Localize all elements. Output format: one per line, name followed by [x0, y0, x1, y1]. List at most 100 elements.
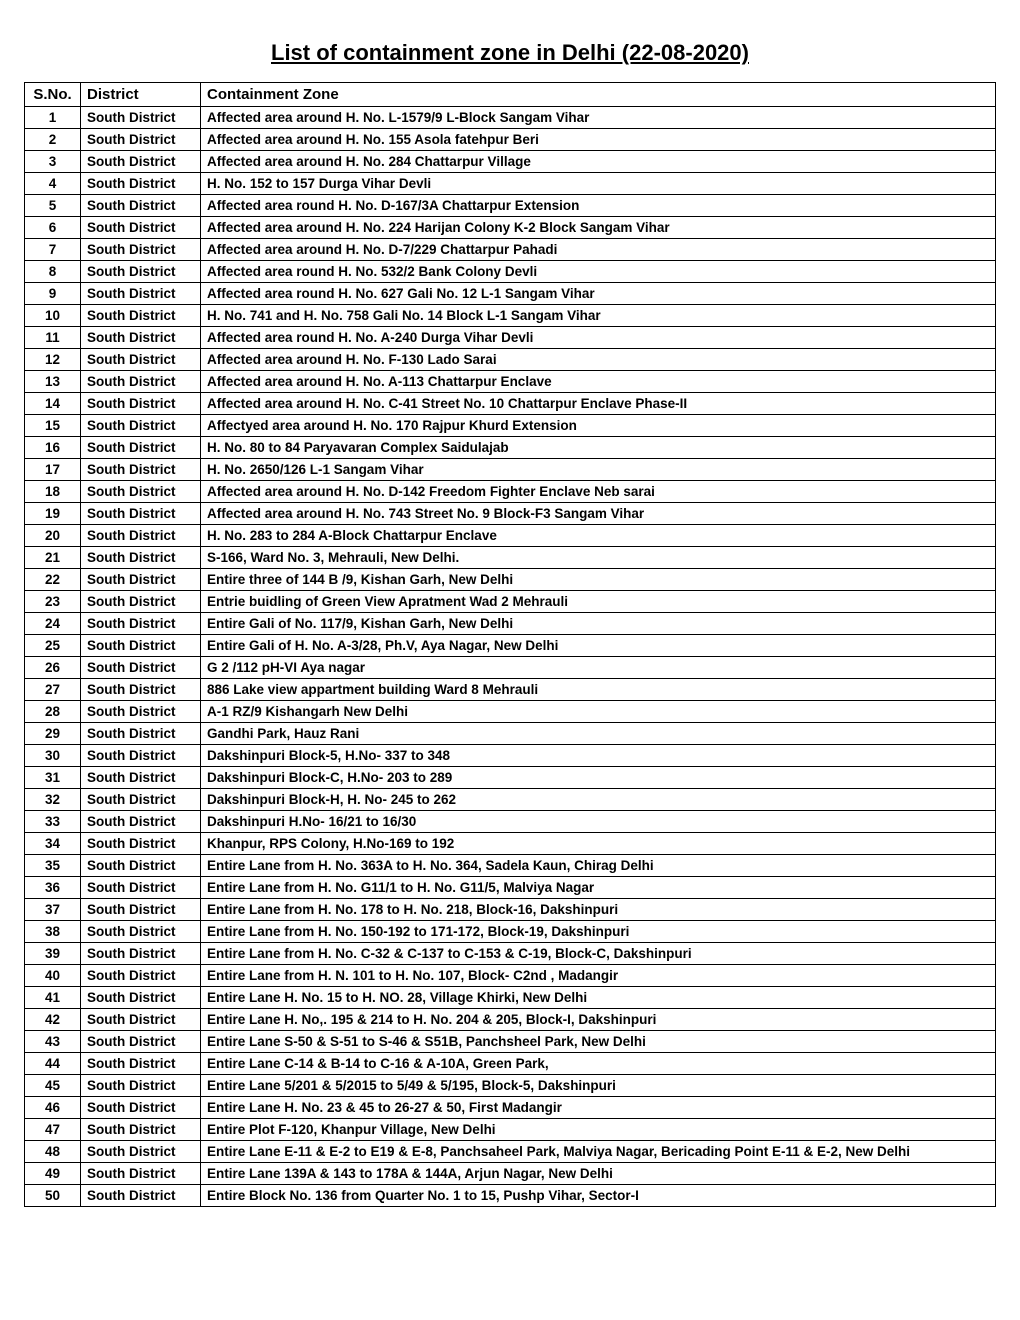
cell-sno: 6 [25, 217, 81, 239]
cell-zone: Entire Lane 139A & 143 to 178A & 144A, A… [201, 1163, 996, 1185]
cell-sno: 12 [25, 349, 81, 371]
table-row: 22South DistrictEntire three of 144 B /9… [25, 569, 996, 591]
cell-sno: 5 [25, 195, 81, 217]
table-row: 21South DistrictS-166, Ward No. 3, Mehra… [25, 547, 996, 569]
cell-sno: 36 [25, 877, 81, 899]
cell-zone: Dakshinpuri Block-H, H. No- 245 to 262 [201, 789, 996, 811]
cell-sno: 40 [25, 965, 81, 987]
cell-zone: Entire Lane from H. No. 363A to H. No. 3… [201, 855, 996, 877]
table-row: 50South DistrictEntire Block No. 136 fro… [25, 1185, 996, 1207]
cell-zone: Affected area around H. No. C-41 Street … [201, 393, 996, 415]
cell-zone: Entire Lane H. No. 23 & 45 to 26-27 & 50… [201, 1097, 996, 1119]
cell-district: South District [81, 1163, 201, 1185]
cell-district: South District [81, 415, 201, 437]
cell-zone: Affected area round H. No. A-240 Durga V… [201, 327, 996, 349]
table-row: 38South DistrictEntire Lane from H. No. … [25, 921, 996, 943]
cell-zone: Affected area round H. No. D-167/3A Chat… [201, 195, 996, 217]
table-row: 6South DistrictAffected area around H. N… [25, 217, 996, 239]
cell-sno: 8 [25, 261, 81, 283]
header-zone: Containment Zone [201, 83, 996, 107]
table-row: 1South DistrictAffected area around H. N… [25, 107, 996, 129]
table-row: 14South DistrictAffected area around H. … [25, 393, 996, 415]
table-row: 18South DistrictAffected area around H. … [25, 481, 996, 503]
cell-district: South District [81, 327, 201, 349]
cell-district: South District [81, 239, 201, 261]
cell-zone: Entire Lane from H. No. 150-192 to 171-1… [201, 921, 996, 943]
table-row: 2South DistrictAffected area around H. N… [25, 129, 996, 151]
cell-sno: 20 [25, 525, 81, 547]
cell-zone: Entrie buidling of Green View Apratment … [201, 591, 996, 613]
table-row: 24South DistrictEntire Gali of No. 117/9… [25, 613, 996, 635]
table-row: 42South DistrictEntire Lane H. No,. 195 … [25, 1009, 996, 1031]
cell-district: South District [81, 1141, 201, 1163]
cell-zone: A-1 RZ/9 Kishangarh New Delhi [201, 701, 996, 723]
cell-district: South District [81, 723, 201, 745]
table-row: 30South DistrictDakshinpuri Block-5, H.N… [25, 745, 996, 767]
cell-sno: 42 [25, 1009, 81, 1031]
cell-zone: Entire Lane 5/201 & 5/2015 to 5/49 & 5/1… [201, 1075, 996, 1097]
cell-sno: 21 [25, 547, 81, 569]
table-row: 10South DistrictH. No. 741 and H. No. 75… [25, 305, 996, 327]
cell-sno: 23 [25, 591, 81, 613]
cell-sno: 1 [25, 107, 81, 129]
cell-district: South District [81, 855, 201, 877]
cell-sno: 31 [25, 767, 81, 789]
cell-zone: Affectyed area around H. No. 170 Rajpur … [201, 415, 996, 437]
cell-district: South District [81, 1075, 201, 1097]
table-row: 41South DistrictEntire Lane H. No. 15 to… [25, 987, 996, 1009]
cell-zone: G 2 /112 pH-VI Aya nagar [201, 657, 996, 679]
cell-zone: Affected area round H. No. 532/2 Bank Co… [201, 261, 996, 283]
cell-district: South District [81, 833, 201, 855]
table-row: 25South DistrictEntire Gali of H. No. A-… [25, 635, 996, 657]
table-row: 4South DistrictH. No. 152 to 157 Durga V… [25, 173, 996, 195]
cell-zone: Affected area around H. No. L-1579/9 L-B… [201, 107, 996, 129]
cell-sno: 25 [25, 635, 81, 657]
cell-district: South District [81, 129, 201, 151]
table-row: 27South District886 Lake view appartment… [25, 679, 996, 701]
cell-district: South District [81, 921, 201, 943]
table-header-row: S.No. District Containment Zone [25, 83, 996, 107]
cell-district: South District [81, 679, 201, 701]
table-row: 33South DistrictDakshinpuri H.No- 16/21 … [25, 811, 996, 833]
cell-zone: H. No. 741 and H. No. 758 Gali No. 14 Bl… [201, 305, 996, 327]
cell-district: South District [81, 503, 201, 525]
cell-district: South District [81, 701, 201, 723]
cell-district: South District [81, 261, 201, 283]
cell-zone: Affected area around H. No. A-113 Chatta… [201, 371, 996, 393]
cell-district: South District [81, 767, 201, 789]
table-row: 29South DistrictGandhi Park, Hauz Rani [25, 723, 996, 745]
table-row: 19South DistrictAffected area around H. … [25, 503, 996, 525]
cell-zone: Affected area round H. No. 627 Gali No. … [201, 283, 996, 305]
cell-zone: Entire Lane from H. No. G11/1 to H. No. … [201, 877, 996, 899]
cell-sno: 37 [25, 899, 81, 921]
cell-sno: 15 [25, 415, 81, 437]
cell-sno: 11 [25, 327, 81, 349]
cell-zone: S-166, Ward No. 3, Mehrauli, New Delhi. [201, 547, 996, 569]
cell-district: South District [81, 481, 201, 503]
cell-district: South District [81, 745, 201, 767]
cell-district: South District [81, 1185, 201, 1207]
table-row: 16South DistrictH. No. 80 to 84 Paryavar… [25, 437, 996, 459]
cell-sno: 14 [25, 393, 81, 415]
cell-district: South District [81, 1031, 201, 1053]
cell-zone: Entire Gali of No. 117/9, Kishan Garh, N… [201, 613, 996, 635]
table-row: 49South DistrictEntire Lane 139A & 143 t… [25, 1163, 996, 1185]
cell-zone: Affected area around H. No. D-142 Freedo… [201, 481, 996, 503]
cell-district: South District [81, 459, 201, 481]
table-row: 17South DistrictH. No. 2650/126 L-1 Sang… [25, 459, 996, 481]
cell-zone: Affected area around H. No. 155 Asola fa… [201, 129, 996, 151]
table-row: 20South DistrictH. No. 283 to 284 A-Bloc… [25, 525, 996, 547]
table-row: 3South DistrictAffected area around H. N… [25, 151, 996, 173]
table-row: 39South DistrictEntire Lane from H. No. … [25, 943, 996, 965]
cell-district: South District [81, 283, 201, 305]
cell-district: South District [81, 613, 201, 635]
cell-sno: 44 [25, 1053, 81, 1075]
cell-district: South District [81, 1053, 201, 1075]
cell-district: South District [81, 195, 201, 217]
page-title: List of containment zone in Delhi (22-08… [24, 40, 996, 66]
cell-sno: 2 [25, 129, 81, 151]
header-district: District [81, 83, 201, 107]
table-row: 23South DistrictEntrie buidling of Green… [25, 591, 996, 613]
cell-sno: 26 [25, 657, 81, 679]
cell-district: South District [81, 305, 201, 327]
